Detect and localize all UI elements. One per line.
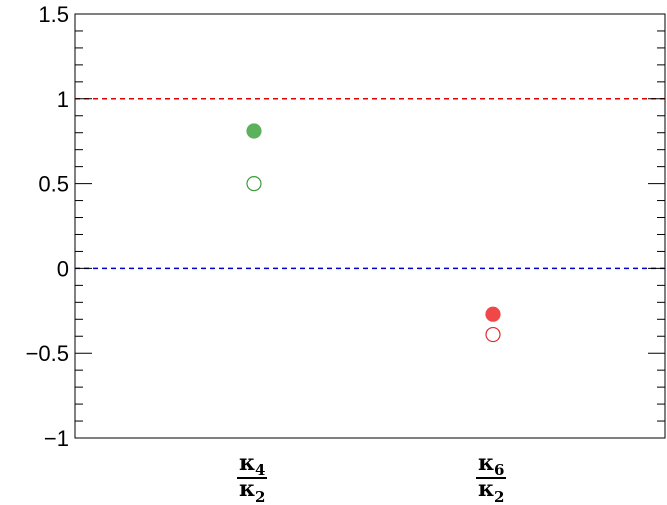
y-tick-label: 1.5 <box>38 2 69 27</box>
category-numerator-symbol: κ <box>478 450 495 476</box>
category-denominator-symbol: κ <box>478 476 495 502</box>
reference-lines <box>75 98 665 270</box>
x-axis-category-labels: κ 4κ 2κ 6κ 2 <box>237 450 506 505</box>
category-denominator-symbol: κ <box>239 476 256 502</box>
category-label-0: κ 4κ 2 <box>237 450 267 505</box>
category-numerator-symbol: κ <box>239 450 256 476</box>
y-axis-tick-labels: −1 −0.5 0 0.5 1 1.5 <box>26 2 69 451</box>
y-axis-ticks <box>75 13 665 439</box>
y-tick-label: −1 <box>44 426 69 451</box>
y-tick-label: 0 <box>57 256 69 281</box>
plot-frame <box>74 13 666 439</box>
y-tick-label: −0.5 <box>26 341 69 366</box>
filled-point-2 <box>485 306 501 322</box>
category-label-1: κ 6κ 2 <box>476 450 506 505</box>
category-denominator-index: 2 <box>255 488 265 505</box>
category-numerator-index: 4 <box>255 461 265 479</box>
data-points <box>246 123 501 343</box>
y-tick-label: 1 <box>57 87 69 112</box>
open-point-1 <box>246 176 262 192</box>
category-numerator-index: 6 <box>494 461 504 479</box>
y-tick-label: 0.5 <box>38 172 69 197</box>
open-point-3 <box>485 326 501 343</box>
category-denominator-index: 2 <box>494 488 504 505</box>
filled-point-0 <box>246 123 262 139</box>
